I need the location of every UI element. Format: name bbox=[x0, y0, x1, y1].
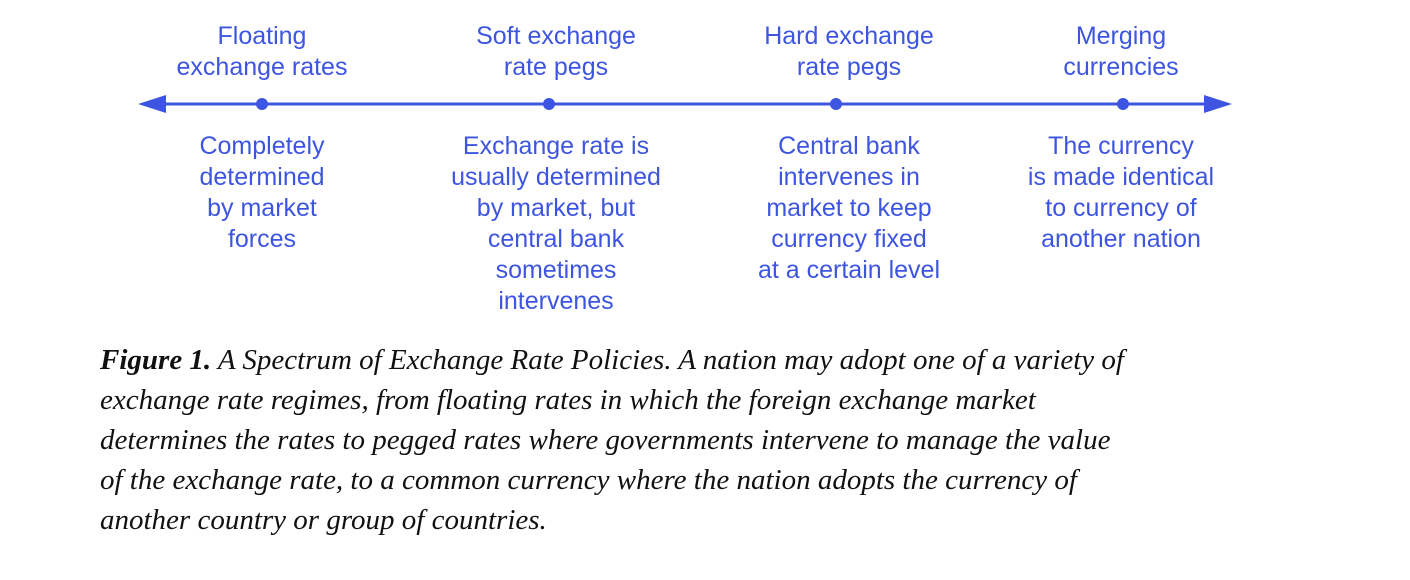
left-arrowhead bbox=[138, 95, 166, 113]
spectrum-point-hard-peg bbox=[830, 98, 842, 110]
spectrum-point-floating bbox=[256, 98, 268, 110]
spectrum-point-merging bbox=[1117, 98, 1129, 110]
spectrum-axis bbox=[138, 95, 1232, 113]
caption-text: A Spectrum of Exchange Rate Policies. A … bbox=[100, 344, 1124, 536]
stop-title: Floating exchange rates bbox=[176, 22, 348, 81]
stop-title: Merging currencies bbox=[1063, 22, 1179, 81]
stop-description: Central bank intervenes in market to kee… bbox=[757, 132, 941, 284]
stop-title: Hard exchange rate pegs bbox=[764, 22, 934, 81]
stop-description: The currency is made identical to curren… bbox=[1027, 132, 1215, 253]
stop-description: Exchange rate is usually determined by m… bbox=[451, 132, 661, 315]
figure-caption: Figure 1. A Spectrum of Exchange Rate Po… bbox=[100, 340, 1290, 540]
spectrum-point-soft-peg bbox=[543, 98, 555, 110]
stop-description: Completely determined by market forces bbox=[199, 132, 325, 253]
right-arrowhead bbox=[1204, 95, 1232, 113]
figure-label: Figure 1. bbox=[100, 344, 212, 376]
exchange-rate-spectrum: Floating exchange rates Completely deter… bbox=[138, 22, 1232, 315]
stop-title: Soft exchange rate pegs bbox=[476, 22, 636, 81]
